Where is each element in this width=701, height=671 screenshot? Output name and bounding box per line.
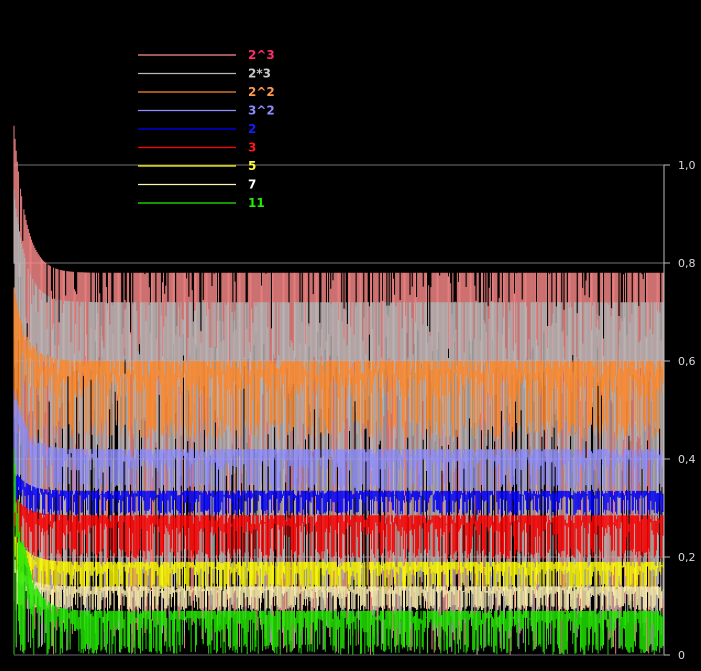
legend-label: 2*3 — [248, 67, 271, 81]
y-tick-label: 0,6 — [678, 355, 696, 368]
legend-label: 11 — [248, 196, 265, 210]
legend-item: 2^2 — [138, 85, 275, 99]
series-3x2 — [13, 390, 663, 494]
legend-label: 2^2 — [248, 85, 275, 99]
legend-item: 2*3 — [138, 67, 271, 81]
series-trace — [13, 390, 663, 494]
legend-label: 5 — [248, 159, 256, 173]
series-trace — [13, 287, 664, 440]
series-2x2 — [13, 287, 664, 440]
y-tick-label: 1,0 — [678, 159, 696, 172]
plot-area — [13, 125, 664, 655]
legend-item: 2 — [138, 122, 256, 136]
series-11 — [13, 449, 664, 655]
legend-item: 3 — [138, 141, 256, 155]
series-trace — [13, 449, 664, 655]
y-tick-label: 0,2 — [678, 551, 696, 564]
legend-item: 3^2 — [138, 104, 275, 118]
legend-label: 3 — [248, 141, 256, 155]
y-tick-label: 0,8 — [678, 257, 696, 270]
legend-label: 2^3 — [248, 48, 275, 62]
legend-item: 5 — [138, 159, 256, 173]
gridlines — [14, 164, 664, 558]
legend-item: 7 — [138, 178, 256, 192]
y-tick-label: 0,4 — [678, 453, 696, 466]
legend-item: 11 — [138, 196, 265, 210]
y-tick-label: 0 — [678, 649, 685, 662]
legend: 2^3 2*3 2^2 3^2 2 3 5 7 11 — [138, 48, 275, 210]
legend-item: 2^3 — [138, 48, 275, 62]
legend-label: 7 — [248, 178, 256, 192]
legend-label: 3^2 — [248, 104, 275, 118]
legend-label: 2 — [248, 122, 256, 136]
y-axis-right: 0 0,2 0,4 0,6 0,8 1,0 — [14, 159, 696, 662]
